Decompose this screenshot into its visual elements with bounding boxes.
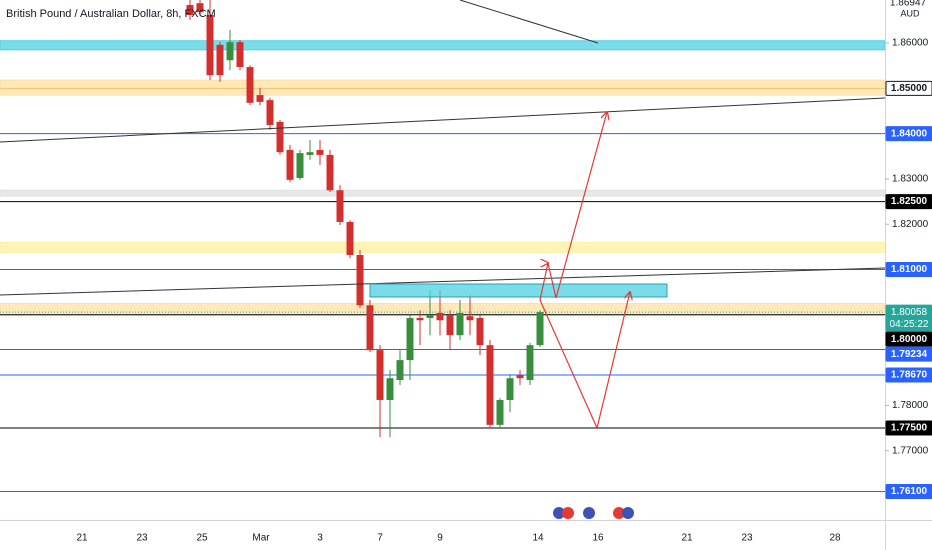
candle-body <box>306 152 314 155</box>
x-tick-label: 3 <box>317 533 323 544</box>
candle-body <box>266 100 274 126</box>
drawings <box>0 0 885 519</box>
price-label-box <box>885 346 932 362</box>
x-tick-label: Mar <box>252 533 270 544</box>
y-tick-label: 1.83000 <box>892 174 929 185</box>
price-label-box <box>885 367 932 383</box>
event-icon <box>583 507 595 519</box>
x-tick-label: 9 <box>437 533 443 544</box>
candle-body <box>436 312 444 321</box>
price-label: 1.77500 <box>891 423 928 434</box>
price-label-box <box>885 331 932 347</box>
candle-body <box>346 221 354 256</box>
price-label: 1.78670 <box>891 370 928 381</box>
y-tick-label: 1.77000 <box>892 445 929 456</box>
candle-body <box>296 153 304 179</box>
event-icon <box>622 507 634 519</box>
x-tick-label: 28 <box>829 533 841 544</box>
price-label-box <box>885 304 932 332</box>
x-tick-label: 7 <box>377 533 383 544</box>
candle-body <box>496 399 504 425</box>
zone <box>0 79 885 96</box>
trend-line <box>0 97 885 143</box>
candle-body <box>196 3 204 13</box>
price-label: 1.80000 <box>891 334 928 345</box>
candle-body <box>446 315 454 336</box>
top-price-label: 1.86947 <box>890 0 927 9</box>
arrow <box>539 263 557 301</box>
price-label: 1.84000 <box>891 128 928 139</box>
candle-body <box>366 305 374 351</box>
y-tick-label: 1.86000 <box>892 38 929 49</box>
price-label-box <box>885 194 932 210</box>
price-label: 1.76100 <box>891 486 928 497</box>
candle-body <box>406 317 414 361</box>
candle-body <box>236 42 244 68</box>
trend-line <box>0 267 885 296</box>
candle-body <box>216 44 224 76</box>
price-label: 1.82500 <box>891 196 928 207</box>
x-tick-label: 23 <box>136 533 148 544</box>
x-tick-label: 14 <box>532 533 544 544</box>
candle-body <box>256 95 264 102</box>
zone <box>0 40 885 51</box>
candle-body <box>336 190 344 222</box>
arrow <box>539 292 630 430</box>
x-tick-label: 25 <box>196 533 208 544</box>
x-tick-label: 21 <box>76 533 88 544</box>
candle-body <box>456 312 464 336</box>
candle-body <box>286 149 294 180</box>
price-label-box <box>885 126 932 142</box>
candle-body <box>376 350 384 400</box>
candle-body <box>466 316 474 321</box>
candle-body <box>506 378 514 400</box>
candle-body <box>396 360 404 381</box>
zone <box>0 241 885 253</box>
chart-title: British Pound / Australian Dollar, 8h, F… <box>6 8 216 20</box>
candle-body <box>326 154 334 191</box>
price-label-box <box>885 483 932 499</box>
x-tick-label: 16 <box>592 533 604 544</box>
candle-body <box>476 317 484 346</box>
x-tick-label: 21 <box>681 533 693 544</box>
price-label: 1.80058 <box>891 307 928 318</box>
plot-area <box>0 0 885 492</box>
event-icons <box>553 507 634 519</box>
event-icon <box>562 507 574 519</box>
arrow <box>555 112 607 299</box>
price-label: 1.79234 <box>891 349 928 360</box>
countdown-label: 04:25:22 <box>890 319 929 330</box>
candle-body <box>486 345 494 425</box>
candle-body <box>186 4 194 15</box>
x-tick-label: 23 <box>741 533 753 544</box>
price-label: 1.81000 <box>891 264 928 275</box>
candle-body <box>526 345 534 381</box>
candle-body <box>416 317 424 321</box>
zone <box>0 189 885 197</box>
price-label-box <box>885 420 932 436</box>
event-icon <box>553 507 565 519</box>
trend-line <box>459 0 599 44</box>
price-label-box <box>885 80 932 96</box>
candle-body <box>356 255 364 306</box>
currency-label: AUD <box>900 8 920 18</box>
price-label: 1.85000 <box>891 83 928 94</box>
candle-body <box>206 14 214 76</box>
event-icon <box>613 507 625 519</box>
candle-body <box>246 67 254 103</box>
y-tick-label: 1.82000 <box>892 219 929 230</box>
candle-body <box>226 42 234 61</box>
candle-body <box>276 121 284 153</box>
cyan-box <box>369 283 668 298</box>
candle-body <box>536 312 544 346</box>
price-label-box <box>885 262 932 278</box>
candle-body <box>316 149 324 155</box>
y-tick-label: 1.78000 <box>892 400 929 411</box>
candle-body <box>516 375 524 379</box>
candle-body <box>386 378 394 400</box>
candle-body <box>426 315 434 318</box>
